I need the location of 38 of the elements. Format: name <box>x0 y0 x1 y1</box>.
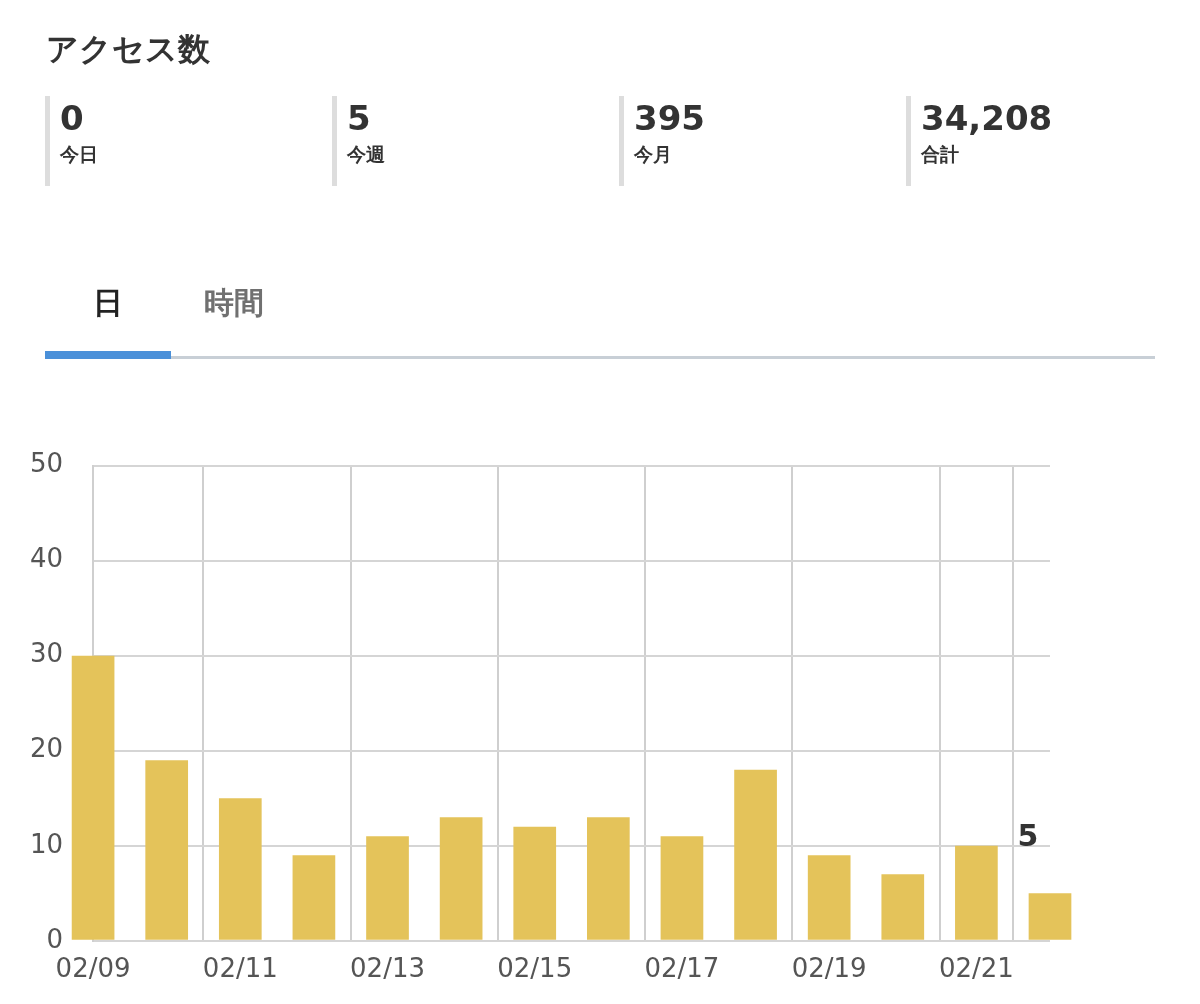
bar <box>807 855 851 940</box>
y-tick-label: 20 <box>29 733 64 764</box>
bar <box>218 798 262 940</box>
bar <box>71 655 115 940</box>
text: 合計 <box>921 142 960 167</box>
y-tick-label: 50 <box>29 448 64 479</box>
bar <box>292 855 336 940</box>
x-tick-label: 02/15 <box>497 953 573 984</box>
x-tick-label: 02/11 <box>202 953 278 984</box>
x-tick-label: 02/09 <box>55 953 131 984</box>
bar <box>1028 893 1072 940</box>
x-tick-label: 02/21 <box>938 953 1014 984</box>
bar <box>734 769 777 940</box>
text: 5 <box>347 97 372 140</box>
text: 今週 <box>347 142 386 167</box>
data-label: 5 <box>1017 818 1039 854</box>
y-tick-label: 40 <box>29 543 64 574</box>
bar <box>660 836 704 940</box>
bar <box>587 817 630 940</box>
text: 時間 <box>203 284 265 322</box>
text: 今月 <box>634 142 673 167</box>
text: 今日 <box>60 142 99 167</box>
bar <box>439 817 483 940</box>
bar <box>513 826 557 940</box>
x-tick-label: 02/17 <box>644 953 720 984</box>
x-tick-label: 02/13 <box>350 953 425 984</box>
text: 395 <box>634 97 706 140</box>
y-tick-label: 30 <box>29 638 64 669</box>
bar <box>955 845 998 940</box>
y-tick-label: 0 <box>46 923 64 954</box>
x-tick-label: 02/19 <box>791 953 867 984</box>
y-tick-label: 10 <box>29 828 64 859</box>
text: 34,208 <box>921 97 1054 140</box>
chart-title: アクセス数 <box>46 29 210 70</box>
bar <box>881 874 925 940</box>
bar <box>366 836 409 940</box>
bar <box>145 760 189 940</box>
text: 日 <box>45 278 171 359</box>
